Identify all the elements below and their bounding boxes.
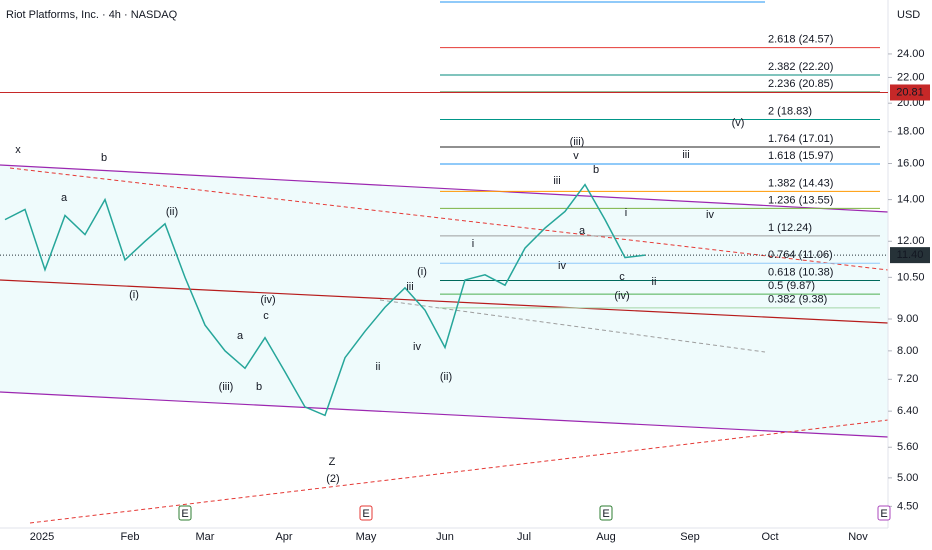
wave-label: Z: [329, 456, 336, 468]
x-tick-label: Nov: [848, 531, 868, 543]
event-label: E: [602, 508, 609, 520]
event-label: E: [181, 508, 188, 520]
wave-label: i: [472, 238, 474, 250]
fib-label: 2.382 (22.20): [768, 61, 833, 73]
wave-label: iii: [553, 175, 560, 187]
trend-dashed: [9, 167, 889, 271]
x-tick-label: Mar: [196, 531, 215, 543]
fib-label: 1.382 (14.43): [768, 177, 833, 189]
y-tick-label: 22.00: [897, 71, 925, 83]
y-tick-label: 8.00: [897, 345, 918, 357]
price-tag: [890, 84, 930, 101]
wave-label: (i): [417, 266, 427, 278]
wave-label: v: [573, 150, 579, 162]
wave-label: ii: [652, 276, 657, 288]
fib-label: 0.618 (10.38): [768, 266, 833, 278]
wave-label: b: [256, 381, 262, 393]
trend-dashed: [379, 299, 766, 353]
x-tick-label: Aug: [596, 531, 616, 543]
fib-label: 1.618 (15.97): [768, 150, 833, 162]
y-tick-label: 24.00: [897, 48, 925, 60]
wave-label: c: [619, 271, 625, 283]
wave-label: (v): [732, 117, 745, 129]
wave-label: (iv): [260, 294, 275, 306]
price-tag: [890, 247, 930, 264]
wave-label: a: [237, 330, 244, 342]
wave-label: a: [61, 192, 68, 204]
wave-label: i: [625, 207, 627, 219]
y-tick-label: 9.00: [897, 313, 918, 325]
channel-bottom: [0, 391, 889, 438]
event-label: E: [362, 508, 369, 520]
x-tick-label: Jul: [517, 531, 531, 543]
x-tick-label: Jun: [436, 531, 454, 543]
fib-label: 1 (12.24): [768, 222, 812, 234]
y-tick-label: 18.00: [897, 126, 925, 138]
y-tick-label: 16.00: [897, 157, 925, 169]
wave-label: iii: [682, 149, 689, 161]
y-tick-label: 5.00: [897, 472, 918, 484]
wave-label: iv: [706, 209, 714, 221]
price-line: [4, 183, 646, 417]
event-marker: [178, 505, 192, 521]
trend-line: [0, 279, 889, 324]
fib-label: 0.382 (9.38): [768, 294, 827, 306]
y-tick-label: 14.00: [897, 194, 925, 206]
x-tick-label: Oct: [761, 531, 778, 543]
price-tag-label: 11.40: [897, 249, 924, 261]
price-tag-label: 20.81: [896, 86, 924, 98]
wave-label: b: [593, 164, 599, 176]
wave-label: (iii): [219, 381, 234, 393]
x-tick-label: May: [356, 531, 377, 543]
x-tick-label: Apr: [275, 531, 292, 543]
wave-label: (iv): [614, 290, 629, 302]
event-marker: [359, 505, 373, 521]
fib-label: 0.5 (9.87): [768, 280, 815, 292]
wave-label: iv: [413, 341, 421, 353]
fib-label: 0.764 (11.06): [768, 249, 833, 261]
x-tick-label: Sep: [680, 531, 700, 543]
chart-title: Riot Platforms, Inc. · 4h · NASDAQ: [6, 9, 178, 21]
wave-label: a: [579, 225, 586, 237]
wave-label: b: [101, 152, 107, 164]
fib-label: 2 (18.83): [768, 105, 812, 117]
wave-label: iv: [558, 260, 566, 272]
fib-label: 2.618 (24.57): [768, 33, 833, 45]
channel-top: [0, 164, 889, 213]
event-marker: [599, 505, 613, 521]
wave-label: iii: [406, 281, 413, 293]
fib-label: 2.236 (20.85): [768, 78, 833, 90]
event-marker: [877, 505, 891, 521]
y-tick-label: 12.00: [897, 235, 925, 247]
currency: USD: [897, 9, 920, 21]
wave-label: (ii): [440, 371, 452, 383]
y-tick-label: 5.60: [897, 441, 918, 453]
fib-label: 1.764 (17.01): [768, 133, 833, 145]
x-tick-label: 2025: [30, 531, 54, 543]
y-tick-label: 10.50: [897, 271, 925, 283]
event-label: E: [880, 508, 887, 520]
wave-label: x: [15, 144, 21, 156]
wave-label: ii: [376, 361, 381, 373]
wave-label: (ii): [166, 206, 178, 218]
wave-label: (iii): [570, 136, 585, 148]
fib-label: 1.236 (13.55): [768, 194, 833, 206]
x-tick-label: Feb: [121, 531, 140, 543]
wave-label: (i): [129, 289, 139, 301]
wave-label: c: [263, 310, 269, 322]
y-tick-label: 4.50: [897, 500, 918, 512]
y-tick-label: 7.20: [897, 373, 918, 385]
wave-label: (2): [326, 473, 339, 485]
y-tick-label: 6.40: [897, 405, 918, 417]
